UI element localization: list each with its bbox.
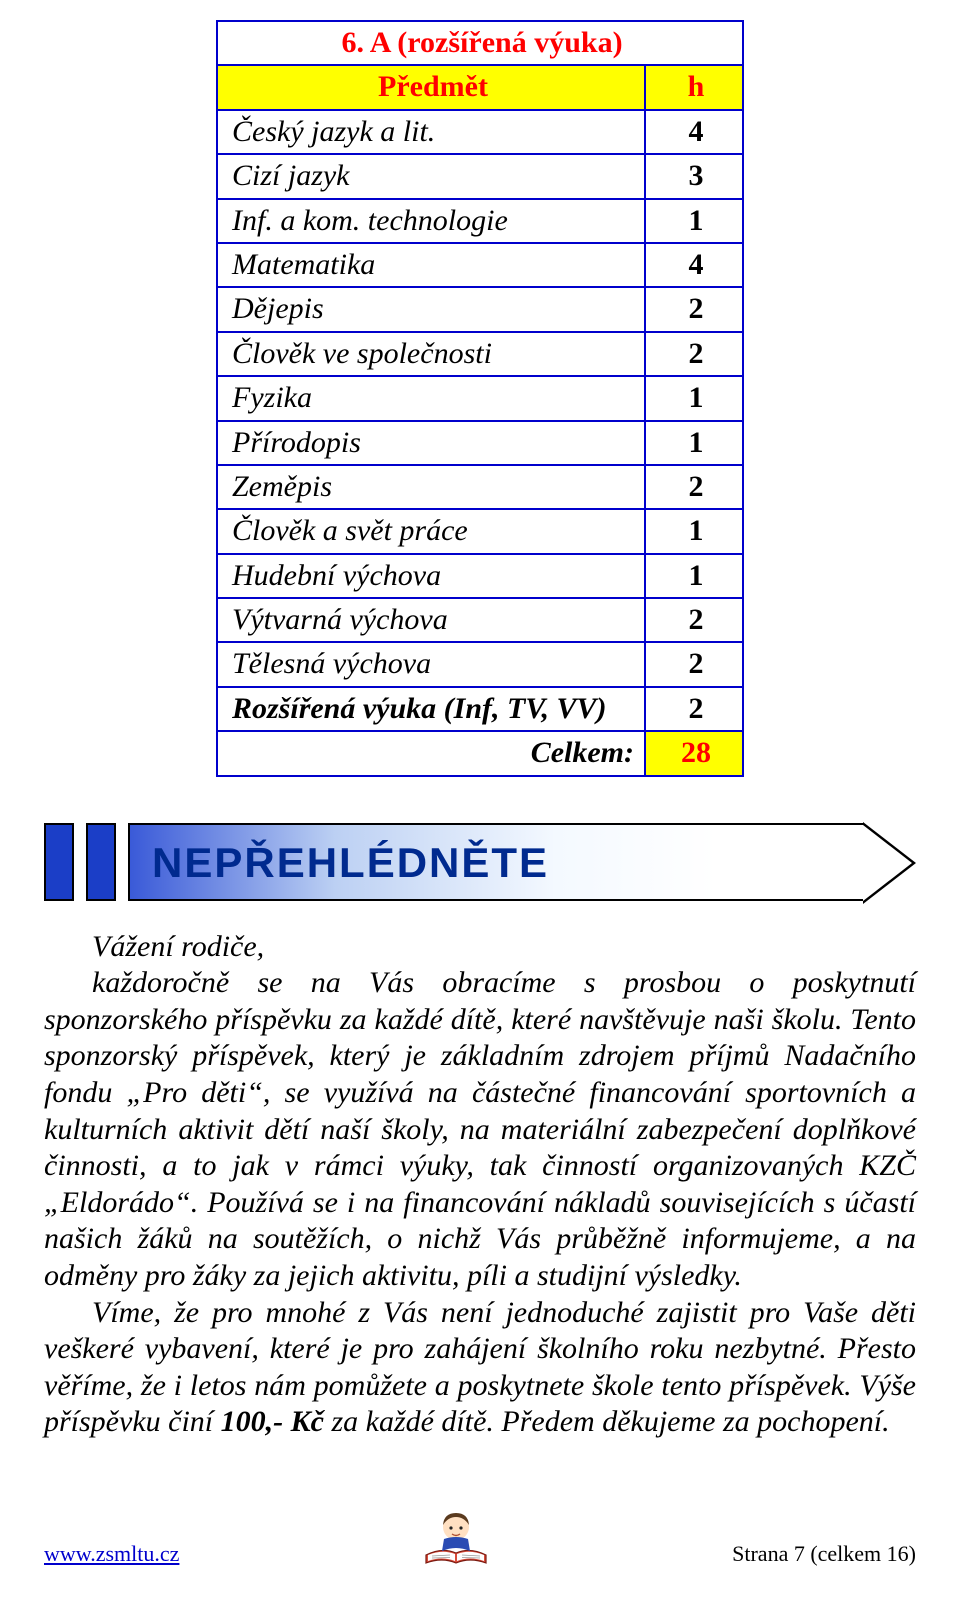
subject-cell: Rozšířená výuka (Inf, TV, VV)	[217, 687, 645, 731]
banner-text: NEPŘEHLÉDNĚTE	[130, 825, 863, 887]
table-sum-row: Celkem: 28	[217, 731, 743, 775]
table-title: 6. A (rozšířená výuka)	[217, 21, 743, 65]
subject-cell: Výtvarná výchova	[217, 598, 645, 642]
footer-logo	[420, 1507, 492, 1567]
hours-cell: 2	[645, 642, 743, 686]
table-row: Inf. a kom. technologie1	[217, 199, 743, 243]
paragraph-2: Víme, že pro mnohé z Vás není jednoduché…	[44, 1295, 916, 1441]
table-row: Cizí jazyk3	[217, 154, 743, 198]
subject-cell: Fyzika	[217, 376, 645, 420]
hours-cell: 1	[645, 509, 743, 553]
subject-cell: Zeměpis	[217, 465, 645, 509]
banner-block	[86, 823, 116, 901]
banner-block	[44, 823, 74, 901]
subject-cell: Tělesná výchova	[217, 642, 645, 686]
footer-url[interactable]: www.zsmltu.cz	[44, 1541, 179, 1567]
subject-cell: Přírodopis	[217, 421, 645, 465]
banner-arrow-fill	[863, 825, 912, 901]
sum-value: 28	[645, 731, 743, 775]
hours-cell: 2	[645, 465, 743, 509]
subject-cell: Matematika	[217, 243, 645, 287]
curriculum-table-wrap: 6. A (rozšířená výuka) Předmět h Český j…	[216, 20, 744, 777]
banner-body: NEPŘEHLÉDNĚTE	[128, 823, 863, 901]
footer-page: Strana 7 (celkem 16)	[732, 1541, 916, 1567]
hours-cell: 1	[645, 199, 743, 243]
table-row: Dějepis2	[217, 287, 743, 331]
sum-label: Celkem:	[217, 731, 645, 775]
hours-cell: 1	[645, 376, 743, 420]
table-row: Přírodopis1	[217, 421, 743, 465]
table-row: Hudební výchova1	[217, 554, 743, 598]
hours-cell: 3	[645, 154, 743, 198]
hours-cell: 1	[645, 554, 743, 598]
table-row: Rozšířená výuka (Inf, TV, VV)2	[217, 687, 743, 731]
hours-cell: 2	[645, 332, 743, 376]
hours-cell: 4	[645, 110, 743, 154]
table-row: Český jazyk a lit.4	[217, 110, 743, 154]
header-subject: Předmět	[217, 65, 645, 109]
table-row: Člověk a svět práce1	[217, 509, 743, 553]
paragraph-1: každoročně se na Vás obracíme s prosbou …	[44, 965, 916, 1294]
notice-banner: NEPŘEHLÉDNĚTE	[44, 823, 916, 901]
subject-cell: Český jazyk a lit.	[217, 110, 645, 154]
hours-cell: 2	[645, 287, 743, 331]
body-text: Vážení rodiče, každoročně se na Vás obra…	[44, 929, 916, 1441]
table-header-row: Předmět h	[217, 65, 743, 109]
hours-cell: 2	[645, 598, 743, 642]
page-footer: www.zsmltu.cz	[44, 1507, 916, 1567]
subject-cell: Člověk a svět práce	[217, 509, 645, 553]
table-row: Matematika4	[217, 243, 743, 287]
subject-cell: Dějepis	[217, 287, 645, 331]
subject-cell: Cizí jazyk	[217, 154, 645, 198]
subject-cell: Hudební výchova	[217, 554, 645, 598]
subject-cell: Člověk ve společnosti	[217, 332, 645, 376]
table-row: Člověk ve společnosti2	[217, 332, 743, 376]
hours-cell: 2	[645, 687, 743, 731]
paragraph-greeting: Vážení rodiče,	[44, 929, 916, 966]
p2-amount: 100,- Kč	[221, 1405, 324, 1438]
hours-cell: 1	[645, 421, 743, 465]
hours-cell: 4	[645, 243, 743, 287]
banner-blocks	[44, 823, 116, 901]
table-row: Výtvarná výchova2	[217, 598, 743, 642]
table-row: Tělesná výchova2	[217, 642, 743, 686]
table-row: Fyzika1	[217, 376, 743, 420]
table-title-row: 6. A (rozšířená výuka)	[217, 21, 743, 65]
curriculum-table: 6. A (rozšířená výuka) Předmět h Český j…	[216, 20, 744, 777]
subject-cell: Inf. a kom. technologie	[217, 199, 645, 243]
table-row: Zeměpis2	[217, 465, 743, 509]
header-hours: h	[645, 65, 743, 109]
p2-part-b: za každé dítě. Předem děkujeme za pochop…	[324, 1405, 890, 1438]
